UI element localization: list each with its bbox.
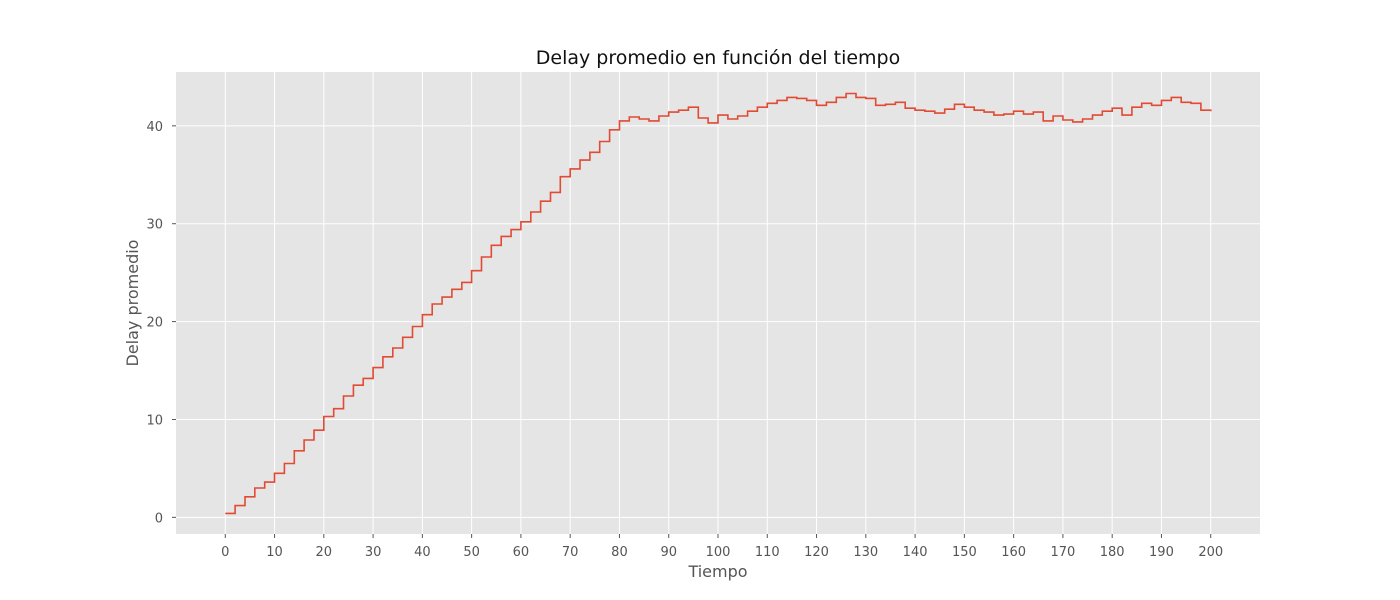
- x-tick-label: 0: [221, 545, 229, 560]
- x-tick-label: 180: [1100, 545, 1125, 560]
- x-axis-label: Tiempo: [687, 562, 747, 581]
- y-tick-label: 30: [146, 218, 163, 233]
- x-tick-label: 120: [804, 545, 829, 560]
- x-tick-label: 160: [1001, 545, 1026, 560]
- y-tick-label: 10: [146, 413, 163, 428]
- x-tick-label: 40: [414, 545, 431, 560]
- delay-series-line: [225, 92, 1212, 515]
- x-axis-ticks: 0 10 20 30 40 50 60 70 80 90 100 110 120 130 140 150 160…: [221, 534, 1223, 560]
- x-tick-label: 20: [316, 545, 333, 560]
- x-tick-label: 100: [706, 545, 731, 560]
- x-tick-label: 140: [903, 545, 928, 560]
- y-tick-label: 0: [155, 511, 163, 526]
- x-tick-label: 150: [952, 545, 977, 560]
- x-tick-label: 10: [266, 545, 283, 560]
- chart-title: Delay promedio en función del tiempo: [536, 47, 900, 69]
- x-tick-label: 200: [1198, 545, 1223, 560]
- x-tick-label: 130: [853, 545, 878, 560]
- y-tick-label: 20: [146, 316, 163, 331]
- x-tick-label: 30: [365, 545, 382, 560]
- y-axis-ticks: 0 10 20 30 40: [146, 120, 176, 526]
- x-tick-label: 170: [1050, 545, 1075, 560]
- x-tick-label: 110: [755, 545, 780, 560]
- x-tick-label: 50: [463, 545, 480, 560]
- y-axis-label: Delay promedio: [123, 240, 142, 367]
- x-tick-label: 80: [611, 545, 628, 560]
- grid-lines: [176, 72, 1260, 534]
- x-tick-label: 70: [562, 545, 579, 560]
- x-tick-label: 90: [660, 545, 677, 560]
- x-tick-label: 60: [513, 545, 530, 560]
- y-tick-label: 40: [146, 120, 163, 135]
- x-tick-label: 190: [1149, 545, 1174, 560]
